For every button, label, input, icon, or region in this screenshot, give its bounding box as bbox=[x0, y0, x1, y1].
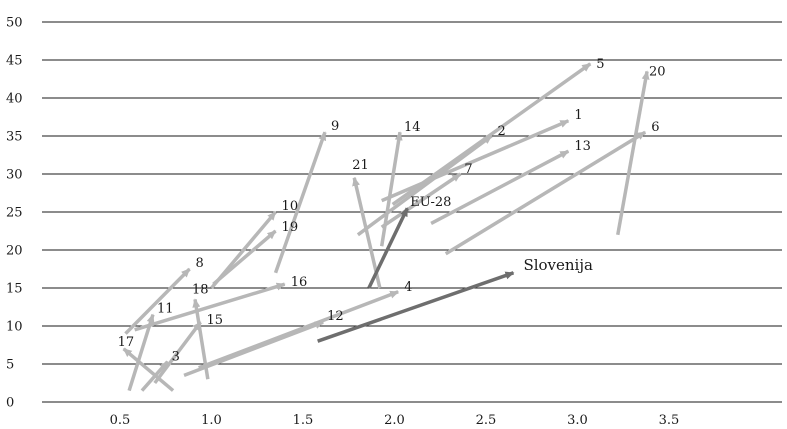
arrow-series bbox=[122, 62, 650, 392]
point-labels: 123456789101112131415161718192021EU-28Sl… bbox=[118, 57, 666, 365]
arrow-17 bbox=[122, 347, 175, 392]
point-label-20: 20 bbox=[649, 64, 666, 79]
point-label-13: 13 bbox=[574, 139, 591, 154]
point-label-6: 6 bbox=[651, 120, 659, 135]
gridlines bbox=[42, 21, 782, 403]
arrow-16 bbox=[134, 282, 286, 332]
point-label-11: 11 bbox=[157, 302, 174, 317]
y-tick-label: 50 bbox=[6, 16, 23, 31]
arrow-6 bbox=[444, 130, 647, 256]
point-label-17: 17 bbox=[118, 335, 135, 350]
point-label-8: 8 bbox=[196, 256, 204, 271]
point-label-eu-28: EU-28 bbox=[410, 195, 451, 210]
y-tick-label: 20 bbox=[6, 244, 23, 259]
point-label-2: 2 bbox=[497, 124, 505, 139]
y-tick-label: 35 bbox=[6, 130, 23, 145]
arrow-20 bbox=[616, 70, 650, 236]
point-label-21: 21 bbox=[352, 158, 369, 173]
point-label-15: 15 bbox=[207, 313, 224, 328]
x-tick-label: 1.5 bbox=[293, 413, 314, 428]
arrow-15 bbox=[153, 321, 202, 385]
point-label-1: 1 bbox=[574, 108, 582, 123]
x-tick-label: 3.0 bbox=[567, 413, 588, 428]
arrow-7 bbox=[380, 172, 462, 229]
y-tick-label: 45 bbox=[6, 54, 23, 69]
point-label-3: 3 bbox=[172, 350, 180, 365]
y-tick-label: 40 bbox=[6, 92, 23, 107]
y-tick-label: 0 bbox=[6, 396, 14, 411]
arrow-8 bbox=[124, 267, 191, 335]
point-label-14: 14 bbox=[404, 120, 421, 135]
y-tick-label: 25 bbox=[6, 206, 23, 221]
point-label-9: 9 bbox=[331, 119, 339, 134]
y-tick-label: 15 bbox=[6, 282, 23, 297]
arrow-slovenija bbox=[317, 271, 515, 343]
point-label-18: 18 bbox=[192, 282, 209, 297]
arrow-5 bbox=[391, 62, 592, 206]
x-tick-label: 2.5 bbox=[476, 413, 497, 428]
arrow-2 bbox=[356, 134, 493, 237]
arrow-21 bbox=[352, 176, 382, 289]
point-label-4: 4 bbox=[404, 280, 412, 295]
y-tick-label: 5 bbox=[6, 358, 14, 373]
arrow-19 bbox=[212, 229, 277, 286]
arrow-eu-28 bbox=[367, 207, 409, 289]
x-tick-label: 1.0 bbox=[201, 413, 222, 428]
x-axis-ticks: 0.5 1.0 1.5 2.0 2.5 3.0 3.5 bbox=[110, 413, 680, 428]
arrow-1 bbox=[381, 119, 570, 203]
point-label-16: 16 bbox=[291, 275, 308, 290]
y-tick-label: 10 bbox=[6, 320, 23, 335]
x-tick-label: 2.0 bbox=[384, 413, 405, 428]
arrow-14 bbox=[379, 131, 403, 247]
point-label-19: 19 bbox=[282, 220, 299, 235]
y-tick-label: 30 bbox=[6, 168, 23, 183]
arrow-13 bbox=[430, 149, 570, 225]
point-label-5: 5 bbox=[596, 57, 604, 72]
point-label-slovenija: Slovenija bbox=[523, 256, 593, 274]
point-label-12: 12 bbox=[327, 309, 344, 324]
x-tick-label: 0.5 bbox=[110, 413, 131, 428]
point-label-7: 7 bbox=[464, 162, 472, 177]
point-label-10: 10 bbox=[282, 199, 299, 214]
x-tick-label: 3.5 bbox=[659, 413, 680, 428]
arrow-9 bbox=[273, 131, 327, 274]
y-axis-ticks: 0 5 10 15 20 25 30 35 40 45 50 bbox=[6, 16, 23, 411]
arrow-18 bbox=[192, 298, 210, 380]
